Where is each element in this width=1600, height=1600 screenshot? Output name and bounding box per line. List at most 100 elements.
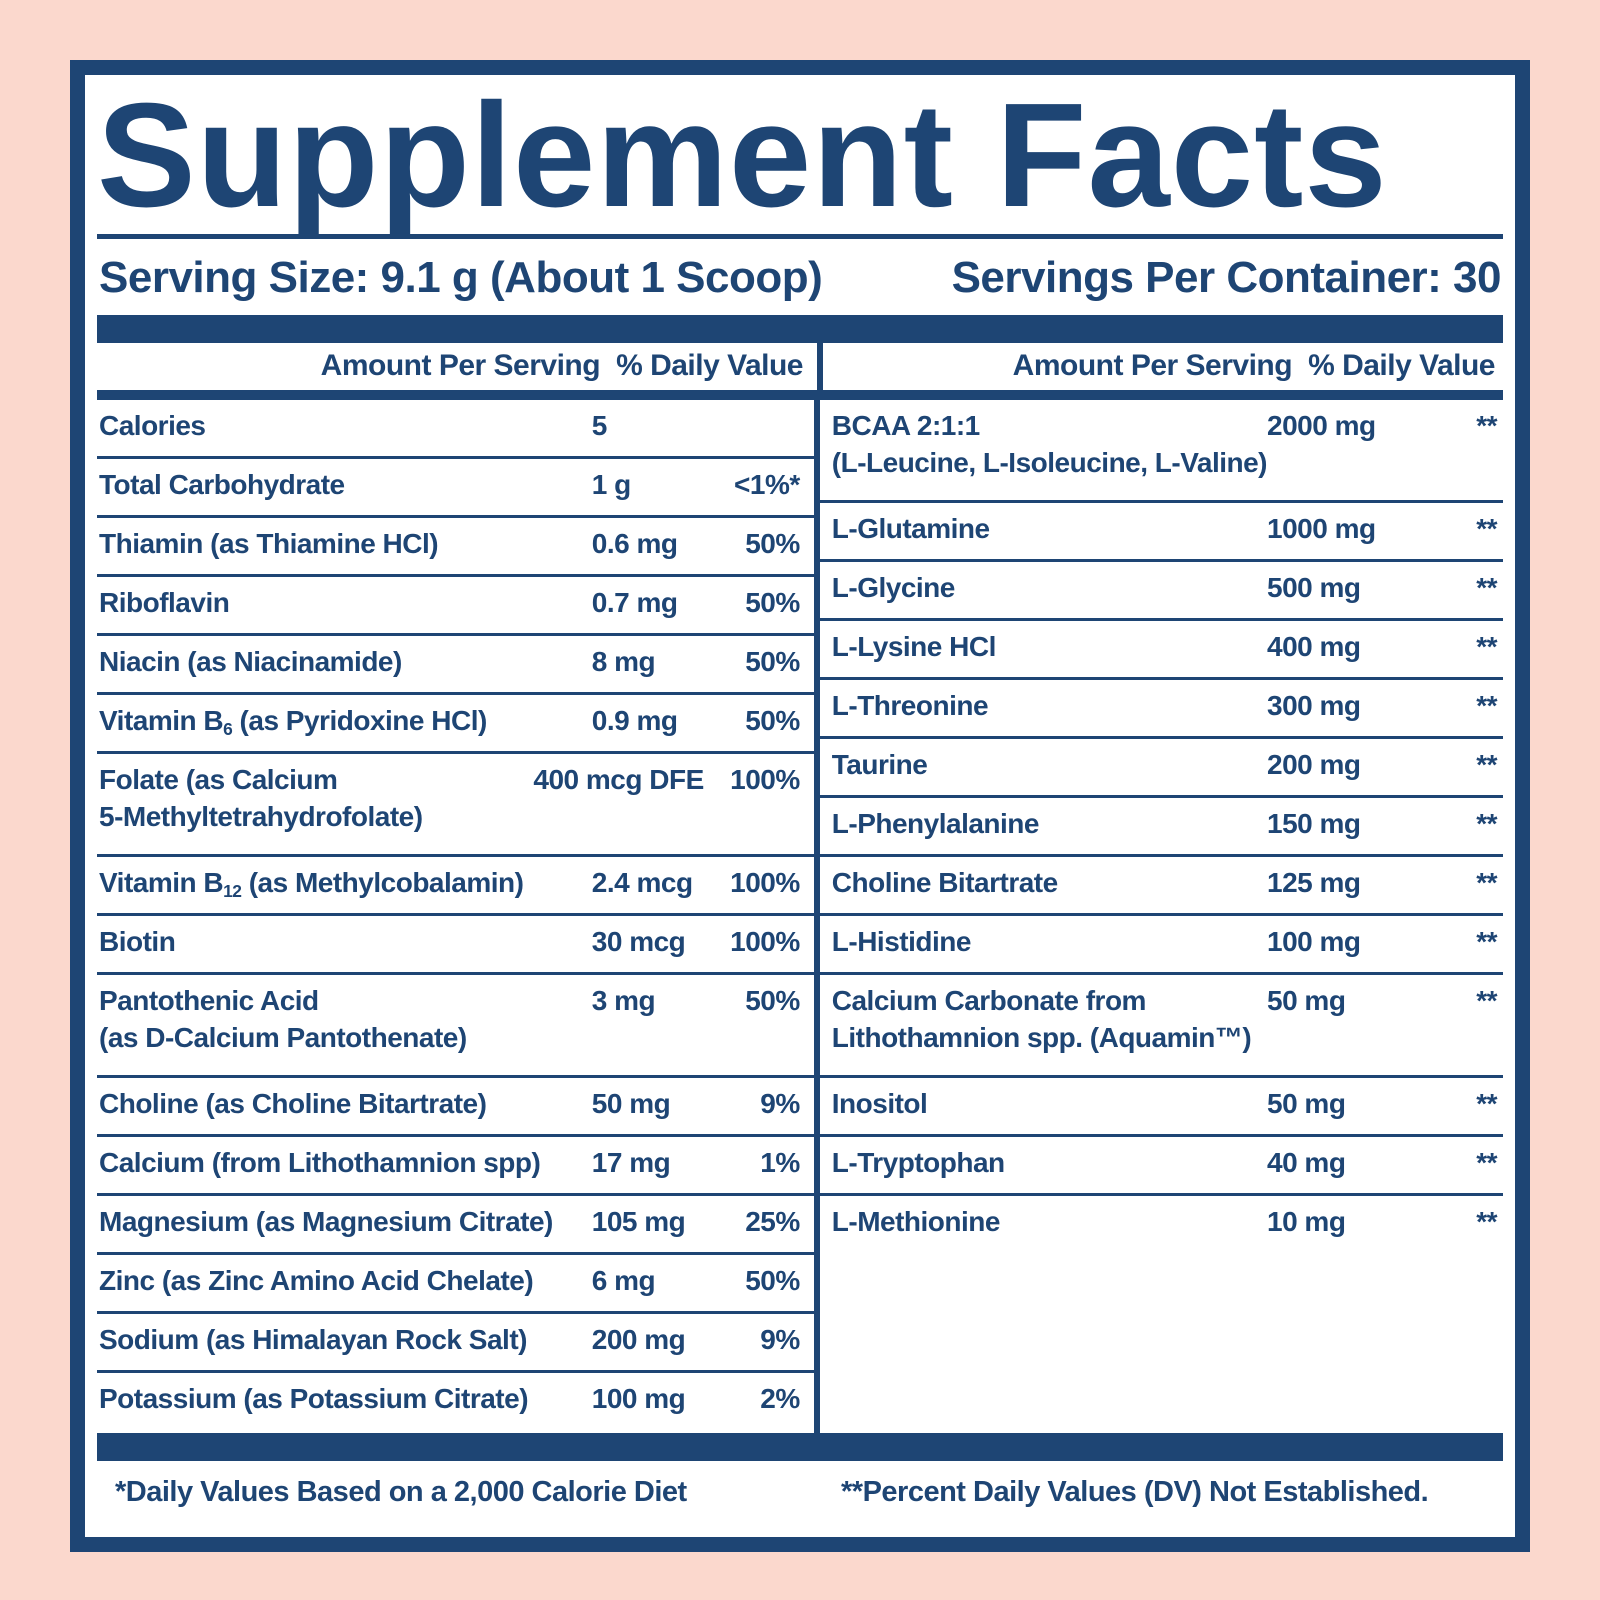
ingredient-name: L-Phenylalanine: [831, 807, 1040, 839]
ingredient-name: L-Histidine: [831, 925, 972, 957]
amount-per-serving-value: 400 mg: [1267, 630, 1361, 662]
daily-value-percent: **: [1476, 571, 1497, 603]
amount-per-serving-value: 2000 mg: [1267, 409, 1376, 441]
ingredient-name: L-Methionine: [831, 1205, 1001, 1237]
daily-value-percent: 50%: [745, 1264, 800, 1296]
dv-not-established-footnote: **Percent Daily Values (DV) Not Establis…: [841, 1475, 1429, 1508]
ingredient-name: L-Glutamine: [831, 512, 990, 544]
amount-per-serving-value: 10 mg: [1267, 1205, 1346, 1237]
ingredient-name: Vitamin B6 (as Pyridoxine HCl): [99, 704, 487, 739]
ingredient-name: BCAA 2:1:1 (L-Leucine, L-Isoleucine, L-Va…: [831, 409, 1268, 478]
ingredient-name: Magnesium (as Magnesium Citrate): [99, 1205, 553, 1237]
amount-per-serving-value: 50 mg: [591, 1087, 671, 1119]
ingredient-name: Inositol: [831, 1087, 928, 1119]
table-row: Vitamin B12 (as Methylcobalamin) 2.4 mcg 1…: [97, 857, 814, 916]
daily-value-percent: **: [1476, 1146, 1497, 1178]
page-title: Supplement Facts: [97, 73, 1388, 238]
amount-per-serving-value: 200 mg: [1267, 748, 1361, 780]
daily-value-percent: **: [1476, 1087, 1497, 1119]
daily-value-percent: 100%: [730, 763, 800, 795]
ingredient-name: Total Carbohydrate: [99, 468, 345, 500]
separator-bar-top: [97, 314, 1503, 343]
daily-value-percent: 50%: [745, 984, 800, 1016]
daily-value-header: % Daily Value: [616, 349, 803, 383]
table-row: Magnesium (as Magnesium Citrate) 105 mg 25…: [97, 1196, 814, 1255]
ingredient-name: Calcium (from Lithothamnion spp): [99, 1146, 541, 1178]
table-row: BCAA 2:1:1 (L-Leucine, L-Isoleucine, L-Va…: [819, 400, 1503, 503]
amount-per-serving-value: 500 mg: [1267, 571, 1361, 603]
amount-per-serving-value: 300 mg: [1267, 689, 1361, 721]
amount-per-serving-value: 1 g: [591, 468, 631, 500]
daily-value-percent: 1%: [760, 1146, 800, 1178]
table-row: Inositol 50 mg **: [819, 1078, 1503, 1137]
table-row: Niacin (as Niacinamide) 8 mg 50%: [97, 636, 814, 695]
daily-value-percent: **: [1476, 925, 1497, 957]
table-row: Taurine 200 mg **: [819, 739, 1503, 798]
title-divider-rule: [97, 233, 1503, 239]
table-row: Choline (as Choline Bitartrate) 50 mg 9%: [97, 1078, 814, 1137]
amount-per-serving-value: 100 mg: [1267, 925, 1361, 957]
ingredient-name: Choline (as Choline Bitartrate): [99, 1087, 487, 1119]
amount-per-serving-value: 1000 mg: [1267, 512, 1376, 544]
amount-per-serving-value: 100 mg: [591, 1382, 686, 1414]
amount-per-serving-value: 200 mg: [591, 1323, 686, 1355]
daily-values-footnote: *Daily Values Based on a 2,000 Calorie D…: [115, 1475, 687, 1508]
table-row: Thiamin (as Thiamine HCl) 0.6 mg 50%: [97, 518, 814, 577]
table-row: Vitamin B6 (as Pyridoxine HCl) 0.9 mg 50%: [97, 695, 814, 754]
ingredient-name: Folate (as Calcium 5-Methyltetrahydrofola…: [99, 763, 423, 832]
daily-value-percent: <1%*: [734, 468, 800, 500]
table-row: Riboflavin 0.7 mg 50%: [97, 577, 814, 636]
amount-per-serving-value: 3 mg: [591, 984, 656, 1016]
daily-value-percent: 25%: [745, 1205, 800, 1237]
daily-value-percent: **: [1476, 984, 1497, 1016]
amount-per-serving-value: 50 mg: [1267, 1087, 1346, 1119]
daily-value-percent: 100%: [730, 925, 800, 957]
ingredient-name: Vitamin B12 (as Methylcobalamin): [99, 866, 524, 901]
daily-value-percent: **: [1476, 866, 1497, 898]
table-row: Potassium (as Potassium Citrate) 100 mg 2%: [97, 1373, 814, 1432]
daily-value-percent: 50%: [745, 704, 800, 736]
amount-per-serving-value: 17 mg: [591, 1146, 671, 1178]
amount-per-serving-value: 0.6 mg: [591, 527, 678, 559]
daily-value-percent: **: [1476, 689, 1497, 721]
ingredient-name: Biotin: [99, 925, 176, 957]
ingredient-name: Sodium (as Himalayan Rock Salt): [99, 1323, 527, 1355]
table-row: Pantothenic Acid (as D-Calcium Pantothena…: [97, 975, 814, 1078]
amount-per-serving-value: 8 mg: [591, 645, 656, 677]
ingredient-name: L-Glycine: [831, 571, 956, 603]
ingredient-name: Niacin (as Niacinamide): [99, 645, 402, 677]
ingredient-name: L-Tryptophan: [831, 1146, 1005, 1178]
right-column-header: Amount Per Serving % Daily Value: [823, 343, 1503, 390]
ingredient-name: L-Threonine: [831, 689, 989, 721]
amount-per-serving-value: 0.9 mg: [591, 704, 678, 736]
table-row: Zinc (as Zinc Amino Acid Chelate) 6 mg 50%: [97, 1255, 814, 1314]
ingredient-name: Taurine: [831, 748, 928, 780]
amount-per-serving-value: 40 mg: [1267, 1146, 1346, 1178]
ingredient-name: Thiamin (as Thiamine HCl): [99, 527, 439, 559]
daily-value-percent: 50%: [745, 586, 800, 618]
amount-per-serving-value: 125 mg: [1267, 866, 1361, 898]
daily-value-percent: 50%: [745, 645, 800, 677]
amount-per-serving-header: Amount Per Serving: [320, 349, 601, 383]
ingredient-name: Pantothenic Acid (as D-Calcium Pantothena…: [99, 984, 467, 1053]
table-row: L-Histidine 100 mg **: [819, 916, 1503, 975]
daily-value-percent: **: [1476, 807, 1497, 839]
ingredient-name: Potassium (as Potassium Citrate): [99, 1382, 529, 1414]
daily-value-percent: 9%: [760, 1087, 800, 1119]
table-row: L-Phenylalanine 150 mg **: [819, 798, 1503, 857]
table-row: L-Glutamine 1000 mg **: [819, 503, 1503, 562]
ingredient-name: Choline Bitartrate: [831, 866, 1058, 898]
daily-value-percent: **: [1476, 512, 1497, 544]
daily-value-percent: **: [1476, 409, 1497, 441]
daily-value-percent: 100%: [730, 866, 800, 898]
table-row: Choline Bitartrate 125 mg **: [819, 857, 1503, 916]
table-row: L-Tryptophan 40 mg **: [819, 1137, 1503, 1196]
table-row: Total Carbohydrate 1 g <1%*: [97, 459, 814, 518]
daily-value-percent: **: [1476, 1205, 1497, 1237]
amount-per-serving-header: Amount Per Serving: [1012, 349, 1293, 383]
table-row: L-Glycine 500 mg **: [819, 562, 1503, 621]
nutrient-table-right-column: BCAA 2:1:1 (L-Leucine, L-Isoleucine, L-Va…: [819, 400, 1503, 1433]
footnotes-row: *Daily Values Based on a 2,000 Calorie D…: [97, 1461, 1503, 1527]
servings-per-container-label: Servings Per Container: 30: [951, 252, 1502, 302]
